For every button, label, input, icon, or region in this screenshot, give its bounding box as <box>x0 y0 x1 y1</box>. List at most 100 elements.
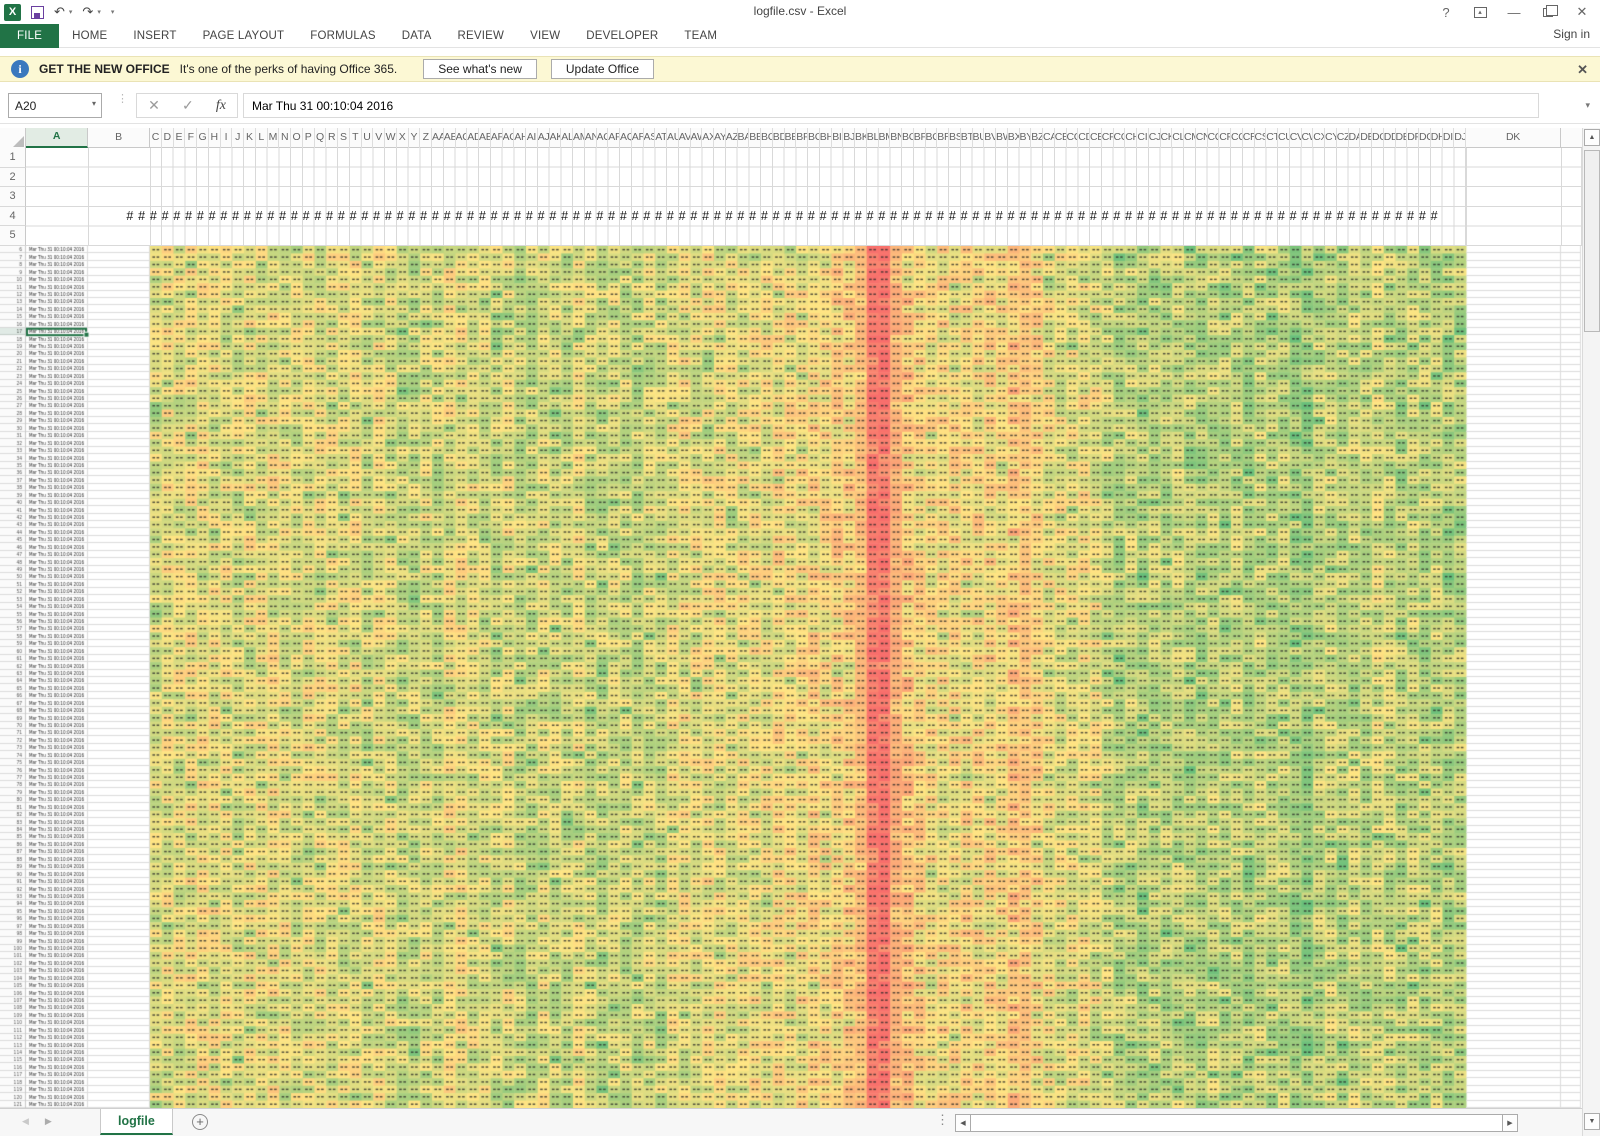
column-header-cl[interactable]: CL <box>1172 128 1184 148</box>
overflow-cell[interactable]: # <box>1125 208 1133 223</box>
column-header-ci[interactable]: CI <box>1137 128 1149 148</box>
column-header-bq[interactable]: BQ <box>926 128 938 148</box>
overflow-cell[interactable]: # <box>737 208 745 223</box>
column-header-o[interactable]: O <box>291 128 303 148</box>
overflow-cell[interactable]: # <box>1007 208 1015 223</box>
overflow-cell[interactable]: # <box>572 208 580 223</box>
overflow-cell[interactable]: # <box>349 208 357 223</box>
overflow-cell[interactable]: # <box>384 208 392 223</box>
ribbon-tab-view[interactable]: VIEW <box>530 30 561 42</box>
customize-qat-icon[interactable]: ▾ <box>110 9 115 16</box>
overflow-cell[interactable]: # <box>561 208 569 223</box>
column-header-n[interactable]: N <box>279 128 291 148</box>
column-header-cr[interactable]: CR <box>1243 128 1255 148</box>
column-header-dk[interactable]: DK <box>1466 128 1561 148</box>
column-header-cu[interactable]: CU <box>1278 128 1290 148</box>
overflow-cell[interactable]: # <box>337 208 345 223</box>
overflow-cell[interactable]: # <box>1383 208 1391 223</box>
column-header-bb[interactable]: BB <box>749 128 761 148</box>
overflow-cell[interactable]: # <box>1242 208 1250 223</box>
overflow-cell[interactable]: # <box>138 208 146 223</box>
column-header-dg[interactable]: DG <box>1419 128 1431 148</box>
restore-icon[interactable] <box>1534 2 1562 22</box>
column-header-j[interactable]: J <box>232 128 244 148</box>
overflow-cell[interactable]: # <box>866 208 874 223</box>
row-header-5[interactable]: 5 <box>0 226 26 246</box>
column-header-bw[interactable]: BW <box>996 128 1008 148</box>
column-header-ca[interactable]: CA <box>1043 128 1055 148</box>
ribbon-tab-team[interactable]: TEAM <box>684 30 718 42</box>
overflow-cell[interactable]: # <box>1313 208 1321 223</box>
column-header-de[interactable]: DE <box>1396 128 1408 148</box>
overflow-cell[interactable]: # <box>1078 208 1086 223</box>
overflow-cell[interactable]: # <box>373 208 381 223</box>
overflow-cell[interactable]: # <box>1066 208 1074 223</box>
overflow-cell[interactable]: # <box>279 208 287 223</box>
column-header-cv[interactable]: CV <box>1290 128 1302 148</box>
overflow-cell[interactable]: # <box>255 208 263 223</box>
minimize-icon[interactable]: — <box>1507 4 1521 20</box>
column-header-aj[interactable]: AJ <box>538 128 550 148</box>
column-header-e[interactable]: E <box>174 128 186 148</box>
column-header-k[interactable]: K <box>244 128 256 148</box>
next-sheet-icon[interactable]: ▶ <box>44 1116 52 1126</box>
column-header-g[interactable]: G <box>197 128 209 148</box>
ribbon-tab-file[interactable]: FILE <box>0 24 60 48</box>
select-all-corner[interactable] <box>0 128 26 148</box>
column-header-s[interactable]: S <box>338 128 350 148</box>
column-header-av[interactable]: AV <box>679 128 691 148</box>
column-header-ap[interactable]: AP <box>608 128 620 148</box>
overflow-cell[interactable]: # <box>126 208 134 223</box>
column-header-cz[interactable]: CZ <box>1337 128 1349 148</box>
column-header-cg[interactable]: CG <box>1114 128 1126 148</box>
column-header-ab[interactable]: AB <box>444 128 456 148</box>
overflow-cell[interactable]: # <box>890 208 898 223</box>
column-header-c[interactable]: C <box>150 128 162 148</box>
column-header-ba[interactable]: BA <box>738 128 750 148</box>
overflow-cell[interactable]: # <box>408 208 416 223</box>
ribbon-tab-page-layout[interactable]: PAGE LAYOUT <box>202 30 285 42</box>
overflow-cell[interactable]: # <box>431 208 439 223</box>
overflow-cell[interactable]: # <box>1054 208 1062 223</box>
column-header-bg[interactable]: BG <box>808 128 820 148</box>
column-header-as[interactable]: AS <box>644 128 656 148</box>
column-header-df[interactable]: DF <box>1407 128 1419 148</box>
close-icon[interactable]: ✕ <box>1576 4 1588 19</box>
overflow-cell[interactable]: # <box>1254 208 1262 223</box>
overflow-cell[interactable]: # <box>1019 208 1027 223</box>
scroll-up-icon[interactable]: ▲ <box>1584 129 1600 146</box>
overflow-cell[interactable]: # <box>290 208 298 223</box>
name-box[interactable]: A20 <box>8 93 102 118</box>
ribbon-tab-insert[interactable]: INSERT <box>133 30 177 42</box>
row-header-1[interactable]: 1 <box>0 148 26 168</box>
column-header-bh[interactable]: BH <box>820 128 832 148</box>
column-header-da[interactable]: DA <box>1349 128 1361 148</box>
overflow-cell[interactable]: # <box>478 208 486 223</box>
overflow-cell[interactable]: # <box>455 208 463 223</box>
see-whats-new-button[interactable]: See what's new <box>423 59 537 79</box>
column-header-cj[interactable]: CJ <box>1149 128 1161 148</box>
update-office-button[interactable]: Update Office <box>550 59 655 79</box>
overflow-cell[interactable]: # <box>243 208 251 223</box>
column-header-v[interactable]: V <box>373 128 385 148</box>
ribbon-tab-review[interactable]: REVIEW <box>457 30 505 42</box>
row-header-2[interactable]: 2 <box>0 167 26 188</box>
overflow-cell[interactable]: # <box>161 208 169 223</box>
column-header-aw[interactable]: AW <box>691 128 703 148</box>
column-header-ar[interactable]: AR <box>632 128 644 148</box>
overflow-cell[interactable]: # <box>925 208 933 223</box>
column-header-aq[interactable]: AQ <box>620 128 632 148</box>
column-header-bl[interactable]: BL <box>867 128 879 148</box>
overflow-cell[interactable]: # <box>913 208 921 223</box>
column-header-bc[interactable]: BC <box>761 128 773 148</box>
prev-sheet-icon[interactable]: ◀ <box>22 1116 29 1126</box>
overflow-cell[interactable]: # <box>549 208 557 223</box>
row-header-3[interactable]: 3 <box>0 187 26 207</box>
overflow-cell[interactable]: # <box>537 208 545 223</box>
column-header-bt[interactable]: BT <box>961 128 973 148</box>
insert-function-icon[interactable]: fx <box>215 97 226 113</box>
overflow-cell[interactable]: # <box>1183 208 1191 223</box>
overflow-cell[interactable]: # <box>314 208 322 223</box>
redo-icon[interactable]: ↷ <box>82 4 94 19</box>
overflow-cell[interactable]: # <box>807 208 815 223</box>
